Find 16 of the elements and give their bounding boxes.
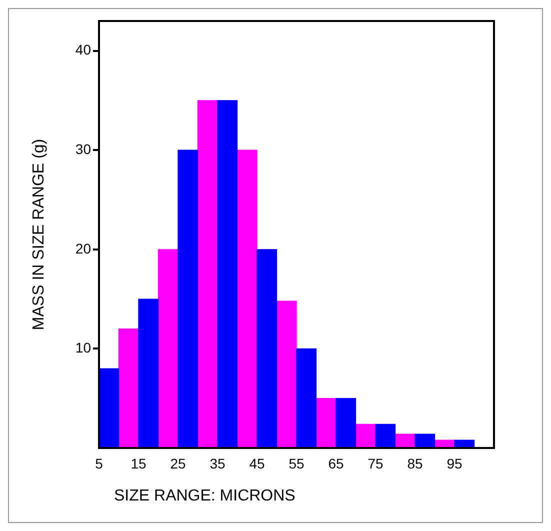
x-tick-label: 15: [130, 455, 146, 472]
x-tick-label: 85: [407, 455, 423, 472]
y-tick-label: 10: [75, 340, 92, 356]
x-tick-label: 25: [170, 455, 186, 472]
x-tick-label: 95: [446, 455, 462, 472]
x-tick-label: 75: [368, 455, 384, 472]
y-tick-label: 20: [75, 240, 92, 256]
y-axis-title: MASS IN SIZE RANGE (g): [30, 138, 48, 330]
y-tick-label: 40: [75, 42, 92, 58]
x-tick-label: 45: [249, 455, 265, 472]
x-tick-label: 35: [210, 455, 226, 472]
x-tick-label: 55: [288, 455, 304, 472]
x-axis-title: SIZE RANGE: MICRONS: [114, 487, 296, 504]
x-tick-label: 5: [95, 455, 104, 472]
x-tick-label: 65: [328, 455, 344, 472]
y-tick-label: 30: [75, 140, 92, 157]
